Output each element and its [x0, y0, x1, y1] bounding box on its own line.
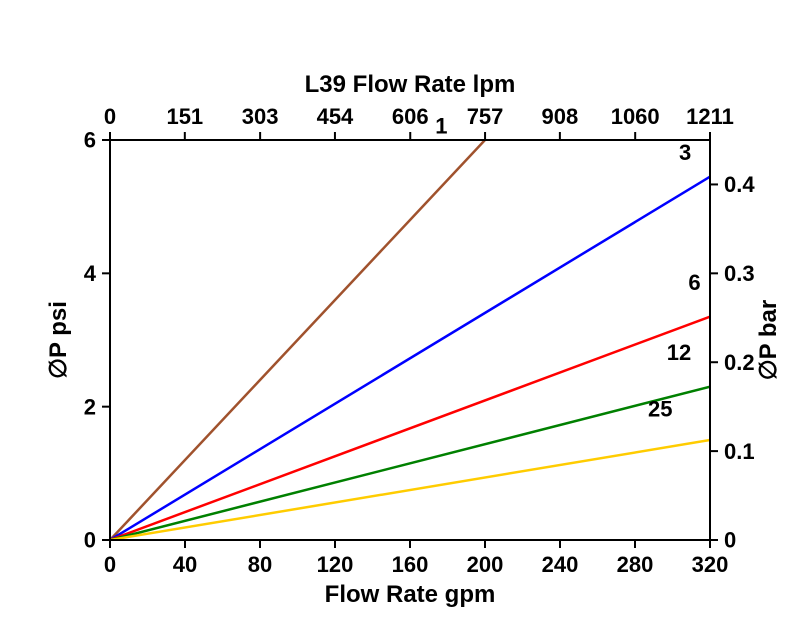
x-bottom-tick-label: 320: [692, 552, 729, 577]
y-right-tick-label: 0.2: [724, 350, 755, 375]
x-bottom-tick-label: 80: [248, 552, 272, 577]
x-bottom-tick-label: 240: [542, 552, 579, 577]
x-top-tick-label: 606: [392, 104, 429, 129]
x-top-tick-label: 151: [166, 104, 203, 129]
y-right-tick-label: 0: [724, 528, 736, 553]
x-bottom-label: Flow Rate gpm: [325, 581, 496, 608]
y-left-tick-label: 4: [84, 261, 97, 286]
flow-rate-chart: 04080120160200240280320Flow Rate gpm0151…: [0, 0, 808, 636]
y-right-tick-label: 0.1: [724, 439, 755, 464]
x-bottom-tick-label: 200: [467, 552, 504, 577]
y-left-tick-label: 0: [84, 528, 96, 553]
y-right-tick-label: 0.4: [724, 172, 755, 197]
y-left-tick-label: 6: [84, 128, 96, 153]
x-top-tick-label: 757: [467, 104, 504, 129]
series-label-25: 25: [648, 397, 672, 422]
y-left-label: ∅P psi: [45, 301, 72, 379]
series-label-6: 6: [688, 270, 700, 295]
x-top-tick-label: 303: [242, 104, 279, 129]
x-top-tick-label: 908: [542, 104, 579, 129]
x-bottom-tick-label: 280: [617, 552, 654, 577]
chart-container: 04080120160200240280320Flow Rate gpm0151…: [0, 0, 808, 636]
y-right-tick-label: 0.3: [724, 261, 755, 286]
x-bottom-tick-label: 40: [173, 552, 197, 577]
x-top-tick-label: 0: [104, 104, 116, 129]
series-label-1: 1: [435, 113, 447, 138]
series-label-12: 12: [667, 340, 691, 365]
x-top-tick-label: 1060: [611, 104, 660, 129]
series-label-3: 3: [679, 140, 691, 165]
x-bottom-tick-label: 120: [317, 552, 354, 577]
x-bottom-tick-label: 0: [104, 552, 116, 577]
x-top-tick-label: 454: [317, 104, 354, 129]
x-bottom-tick-label: 160: [392, 552, 429, 577]
chart-title-top: L39 Flow Rate lpm: [305, 71, 516, 98]
y-left-tick-label: 2: [84, 394, 96, 419]
x-top-tick-label: 1211: [686, 104, 734, 129]
y-right-label: ∅P bar: [755, 300, 782, 381]
